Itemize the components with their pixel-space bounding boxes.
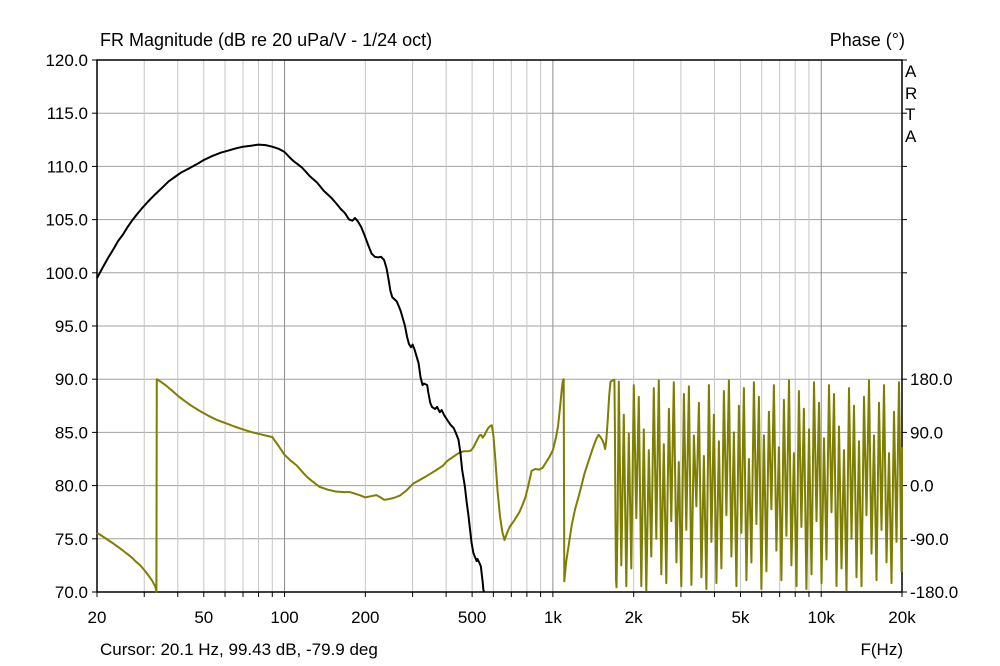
x-tick-label: 20k — [888, 608, 916, 627]
y-right-tick-label: 180.0 — [910, 370, 953, 389]
x-tick-label: 500 — [458, 608, 486, 627]
y-right-tick-label: -90.0 — [910, 530, 949, 549]
phase-axis-title: Phase (°) — [829, 30, 905, 50]
y-left-tick-label: 115.0 — [47, 104, 88, 123]
arta-watermark: ARTA — [905, 62, 918, 147]
x-tick-label: 1k — [544, 608, 562, 627]
y-left-tick-label: 80.0 — [55, 477, 88, 496]
y-left-tick-label: 95.0 — [55, 317, 88, 336]
plot-frame — [96, 59, 903, 593]
x-axis-unit-label: F(Hz) — [860, 640, 903, 659]
x-tick-label: 50 — [194, 608, 213, 627]
x-tick-label: 20 — [88, 608, 107, 627]
x-tick-label: 5k — [731, 608, 749, 627]
x-tick-label: 200 — [351, 608, 379, 627]
phase-curve — [96, 378, 903, 593]
y-left-tick-label: 105.0 — [45, 211, 88, 230]
y-left-tick-label: 90.0 — [55, 370, 88, 389]
x-tick-label: 10k — [808, 608, 836, 627]
y-right-tick-label: 0.0 — [910, 477, 934, 496]
y-left-tick-label: 75.0 — [55, 530, 88, 549]
x-tick-label: 100 — [270, 608, 298, 627]
y-left-tick-label: 100.0 — [45, 264, 88, 283]
y-left-tick-label: 110.0 — [47, 157, 88, 176]
y-left-tick-label: 85.0 — [55, 423, 88, 442]
chart-title: FR Magnitude (dB re 20 uPa/V - 1/24 oct) — [100, 30, 433, 50]
y-right-tick-label: 90.0 — [910, 423, 943, 442]
cursor-status: Cursor: 20.1 Hz, 99.43 dB, -79.9 deg — [100, 640, 378, 659]
y-left-tick-label: 70.0 — [55, 583, 88, 602]
magnitude-curve — [96, 143, 486, 593]
x-tick-label: 2k — [625, 608, 643, 627]
y-left-tick-label: 120.0 — [45, 51, 88, 70]
y-right-tick-label: -180.0 — [910, 583, 958, 602]
